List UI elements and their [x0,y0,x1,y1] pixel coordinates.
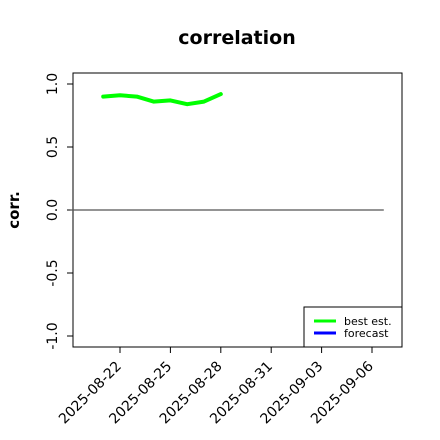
y-tick-label: -1.0 [45,322,61,349]
x-axis: 2025-08-222025-08-252025-08-282025-08-31… [56,347,377,427]
legend-label: best est. [344,315,392,328]
y-axis: -1.0 -0.5 0.0 0.5 1.0 [45,73,73,350]
legend-label: forecast [344,327,389,340]
legend-box [303,306,403,348]
series-line-best-est [101,92,223,107]
y-tick-label: -0.5 [45,259,61,286]
legend: best est.forecast [303,306,403,348]
y-tick-label: 0.0 [45,199,61,221]
y-axis-label: corr. [5,191,23,229]
chart-title: correlation [178,27,295,49]
plot-area [70,92,384,211]
y-tick-label: 0.5 [45,136,61,158]
y-tick-label: 1.0 [45,73,61,95]
